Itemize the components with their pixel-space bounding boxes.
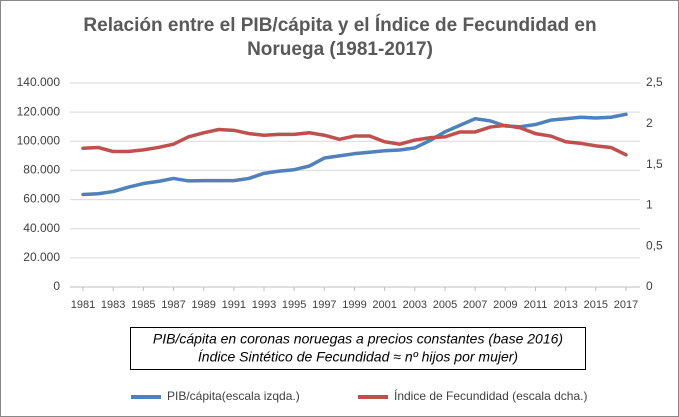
x-tick-label: 1985 xyxy=(131,299,155,311)
x-tick-label: 1983 xyxy=(101,299,125,311)
x-tick-label: 2001 xyxy=(372,299,396,311)
y-tick-label: 120.000 xyxy=(17,104,61,118)
annotation: PIB/cápita en coronas noruegas a precios… xyxy=(153,331,563,347)
y2-tick-label: 1,5 xyxy=(646,157,663,171)
chart-title: Noruega (1981-2017) xyxy=(247,39,433,60)
x-tick-label: 2007 xyxy=(463,299,487,311)
y-tick-label: 20.000 xyxy=(23,250,60,264)
legend-label: Índice de Fecundidad (escala dcha.) xyxy=(394,388,587,403)
x-tick-label: 2017 xyxy=(614,299,638,311)
x-tick-label: 2003 xyxy=(403,299,427,311)
y2-tick-label: 2 xyxy=(646,116,653,130)
y-tick-label: 80.000 xyxy=(23,163,60,177)
note-box xyxy=(130,327,586,370)
x-tick-label: 2011 xyxy=(524,299,548,311)
series-line xyxy=(81,123,628,157)
y-tick-label: 0 xyxy=(53,279,60,293)
x-tick-label: 1991 xyxy=(222,299,246,311)
x-tick-label: 1999 xyxy=(342,299,366,311)
y2-tick-label: 0,5 xyxy=(646,238,663,252)
y-tick-label: 40.000 xyxy=(23,221,60,235)
y2-tick-label: 1 xyxy=(646,198,653,212)
legend-label: PIB/cápita(escala izqda.) xyxy=(167,389,300,403)
x-tick-label: 1997 xyxy=(312,299,336,311)
y-tick-label: 140.000 xyxy=(17,75,61,89)
y-tick-label: 60.000 xyxy=(23,192,60,206)
x-tick-label: 2009 xyxy=(493,299,517,311)
x-tick-label: 1981 xyxy=(71,299,95,311)
x-tick-label: 1993 xyxy=(252,299,276,311)
x-tick-label: 1989 xyxy=(191,299,215,311)
x-tick-label: 1995 xyxy=(282,299,306,311)
chart-title: Relación entre el PIB/cápita y el Índice… xyxy=(83,14,596,36)
x-tick-label: 2013 xyxy=(553,299,577,311)
x-tick-label: 2005 xyxy=(433,299,457,311)
y2-tick-label: 0 xyxy=(646,279,653,293)
annotation: Índice Sintético de Fecundidad ≈ nº hijo… xyxy=(198,349,518,365)
x-tick-label: 1987 xyxy=(161,299,185,311)
y-tick-label: 100.000 xyxy=(17,133,61,147)
series-line xyxy=(81,112,628,197)
x-tick-label: 2015 xyxy=(584,299,608,311)
y2-tick-label: 2,5 xyxy=(646,75,663,89)
